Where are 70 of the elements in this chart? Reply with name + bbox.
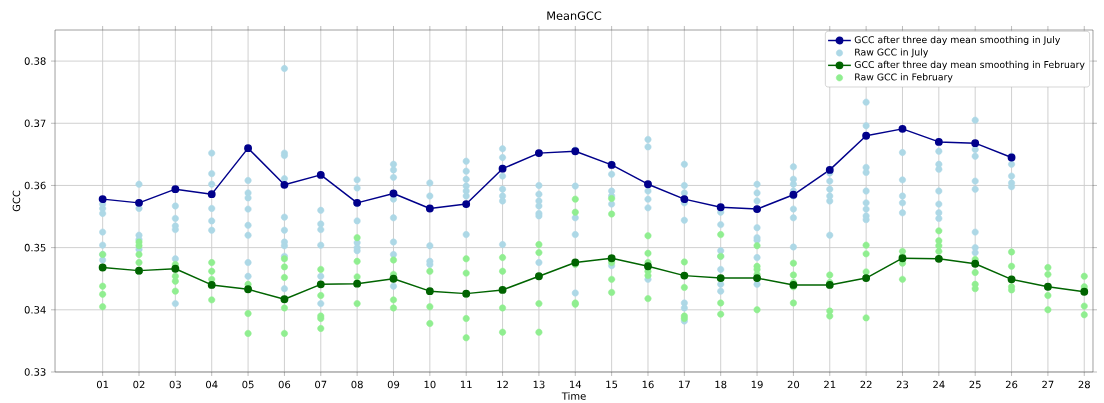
point — [862, 131, 871, 140]
point — [171, 185, 180, 194]
x-tick-label: 01 — [96, 380, 109, 389]
y-axis-title: GCC — [12, 190, 21, 212]
x-tick-label: 17 — [679, 380, 690, 388]
legend-label: Raw GCC in July — [855, 48, 929, 58]
x-tick-label: 05 — [242, 380, 254, 389]
x-tick-label: 25 — [969, 380, 981, 389]
point — [425, 204, 434, 213]
point — [425, 287, 434, 296]
y-tick-label: 0.38 — [24, 57, 46, 65]
point — [98, 263, 107, 272]
x-tick-label: 12 — [497, 380, 508, 389]
point — [680, 195, 689, 204]
point — [462, 200, 471, 209]
point — [207, 281, 216, 289]
point — [862, 274, 871, 283]
y-tick-label: 0.33 — [24, 368, 46, 376]
x-tick-label: 18 — [715, 380, 727, 389]
y-tick-label: 0.36 — [24, 181, 46, 190]
x-tick-label: 27 — [1042, 380, 1054, 389]
x-tick-label: 08 — [351, 380, 363, 389]
point — [898, 124, 907, 133]
point — [207, 190, 216, 199]
x-tick-label: 20 — [787, 380, 800, 389]
x-tick-label: 16 — [642, 380, 654, 389]
x-tick-label: 26 — [1005, 380, 1018, 389]
point — [680, 271, 689, 280]
legend-label: Raw GCC in February — [855, 73, 953, 83]
point — [534, 149, 543, 158]
point — [716, 274, 725, 283]
x-tick-label: 21 — [824, 380, 836, 389]
x-tick-label: 11 — [460, 380, 472, 388]
point — [280, 180, 289, 189]
point — [498, 285, 507, 294]
point — [135, 198, 143, 207]
y-tick-label: 0.34 — [24, 306, 46, 314]
x-tick-label: 02 — [133, 380, 145, 389]
x-tick-label: 14 — [570, 380, 582, 388]
chart-title: MeanGCC — [547, 11, 602, 20]
x-tick-label: 23 — [896, 380, 909, 389]
x-tick-label: 09 — [387, 380, 400, 389]
y-tick-label: 0.37 — [24, 119, 46, 128]
point — [389, 189, 398, 198]
x-tick-label: 10 — [424, 380, 436, 389]
x-tick-label: 28 — [1078, 380, 1090, 389]
point — [825, 165, 834, 174]
x-tick-label: 22 — [860, 380, 872, 389]
point — [934, 137, 943, 146]
x-tick-label: 15 — [606, 380, 618, 389]
point — [971, 139, 980, 148]
point — [244, 144, 253, 153]
x-tick-label: 03 — [169, 380, 181, 389]
x-tick-label: 24 — [933, 380, 945, 389]
x-tick-label: 19 — [751, 380, 763, 389]
point — [316, 280, 325, 289]
point — [280, 295, 289, 304]
point — [316, 170, 325, 179]
point — [353, 279, 362, 288]
y-tick-label: 0.35 — [24, 243, 46, 252]
x-tick-label: 07 — [315, 380, 327, 389]
x-tick-label: 13 — [533, 380, 545, 389]
x-tick-label: 06 — [278, 380, 291, 389]
point — [534, 272, 543, 281]
legend-label: GCC after three day mean smoothing in July — [854, 35, 1061, 45]
x-tick-label: 04 — [206, 380, 218, 389]
point — [644, 180, 652, 189]
x-axis-title: Time — [561, 392, 586, 400]
point — [934, 254, 943, 263]
legend-label: GCC after three day mean smoothing in February — [854, 60, 1085, 70]
